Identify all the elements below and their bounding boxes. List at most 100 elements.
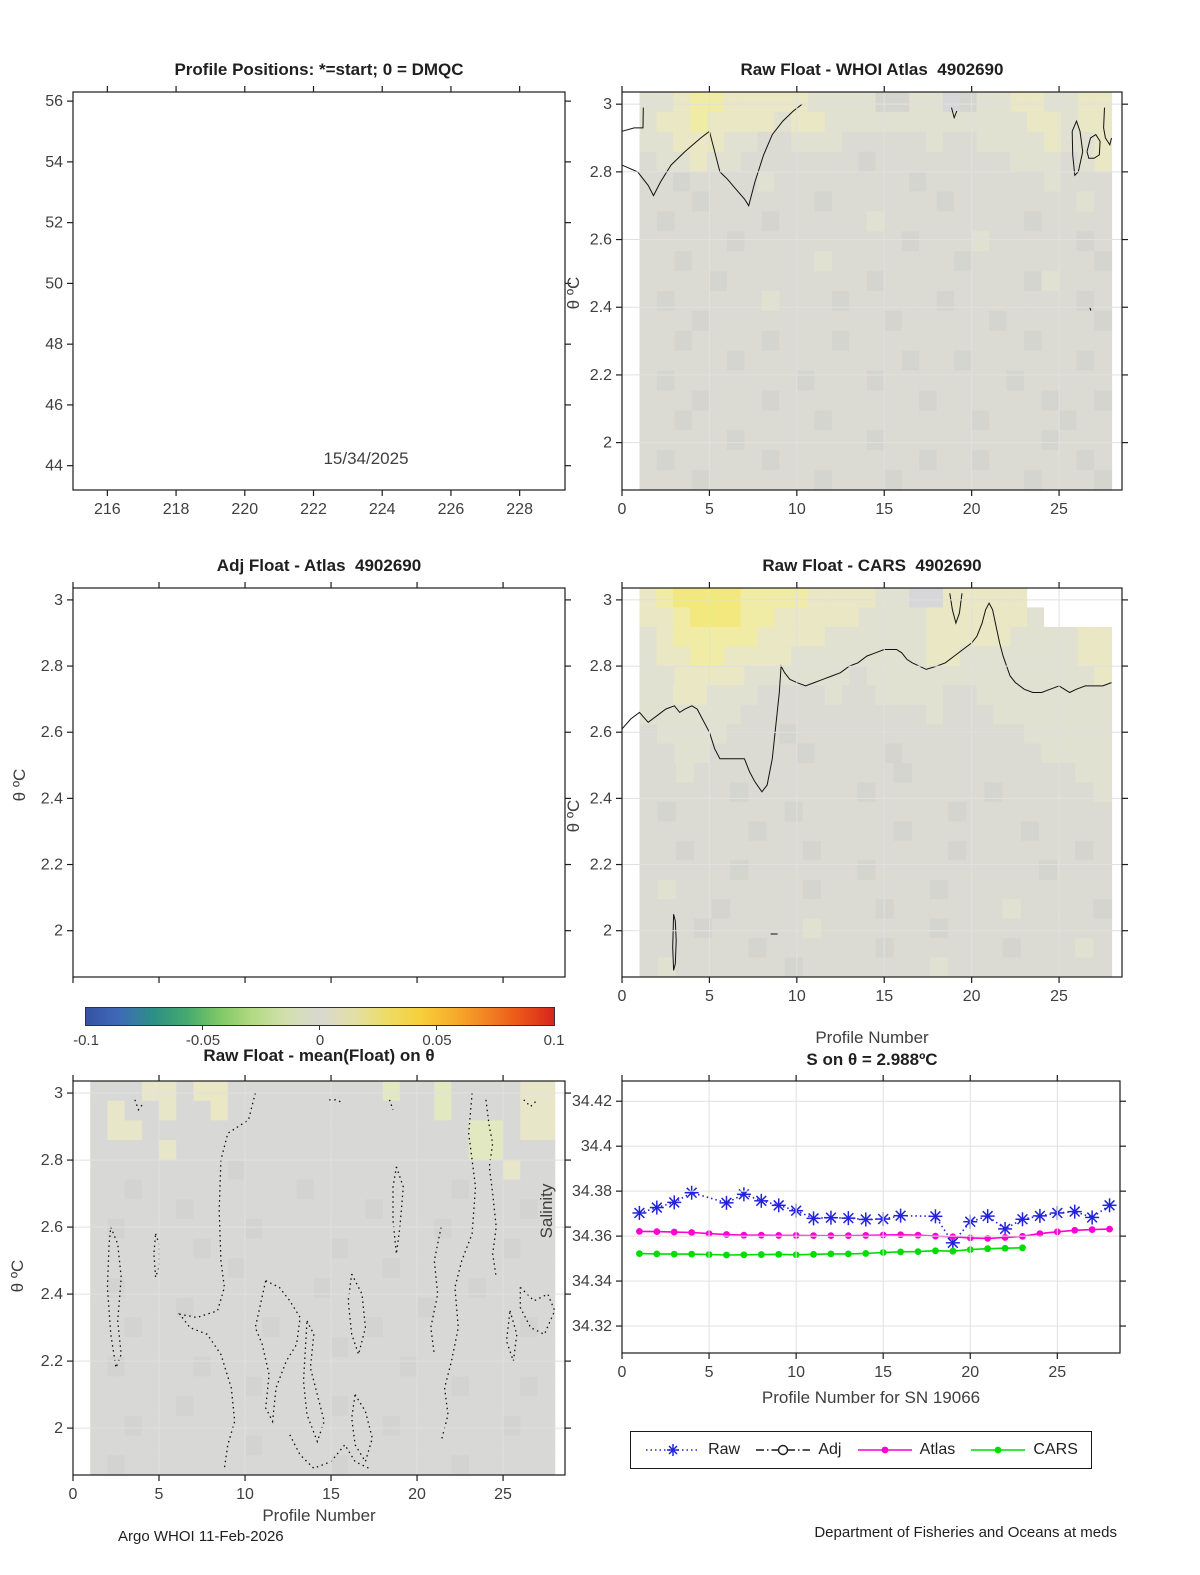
heat-cell	[331, 1337, 349, 1358]
heat-cell	[726, 470, 745, 491]
heat-cell	[791, 171, 809, 193]
heat-cell	[245, 1356, 263, 1378]
raw-marker	[667, 1195, 682, 1210]
heat-cell	[1044, 131, 1062, 153]
heat-cell	[537, 1337, 556, 1358]
heat-cell	[901, 271, 920, 292]
heat-cell	[382, 1396, 401, 1417]
heat-cell	[674, 350, 693, 372]
heat-cell	[675, 957, 695, 978]
heat-cell	[909, 151, 927, 173]
heat-cell	[892, 607, 910, 628]
heat-cell	[712, 879, 731, 900]
heat-cell	[954, 291, 973, 312]
heat-cell	[744, 251, 763, 272]
heat-cell	[451, 1337, 470, 1358]
heat-cell	[875, 879, 895, 900]
colorbar: -0.1 -0.05 0 0.05 0.1	[73, 1007, 564, 1049]
heat-cell	[740, 646, 759, 667]
heat-cell	[959, 92, 978, 113]
heat-cell	[107, 1081, 126, 1102]
heat-cell	[730, 860, 750, 881]
heat-cell	[936, 410, 955, 431]
heat-cell	[159, 1337, 177, 1358]
heat-cell	[839, 801, 858, 822]
heat-cell	[875, 860, 895, 881]
heat-cell	[1094, 450, 1113, 471]
heat-cell	[706, 111, 725, 133]
heat-cell	[227, 1120, 246, 1141]
heat-cell	[245, 1396, 263, 1417]
heat-cell	[313, 1100, 332, 1121]
heat-cell	[802, 860, 822, 881]
raw-marker	[771, 1198, 786, 1213]
heat-cell	[399, 1179, 418, 1200]
heat-cell	[210, 1356, 229, 1378]
heat-cell	[814, 310, 833, 332]
heat-cell	[159, 1297, 177, 1318]
heat-cell	[1024, 191, 1043, 212]
heat-cell	[434, 1238, 453, 1259]
heat-cell	[779, 370, 798, 392]
heat-cell	[1027, 646, 1045, 667]
y-tick-label: 46	[45, 397, 63, 414]
heat-cell	[929, 938, 949, 959]
heat-cell	[726, 390, 745, 411]
adj-ylabel: θ ºC	[10, 768, 29, 802]
heat-cell	[1006, 191, 1025, 212]
legend-sample-raw	[646, 1444, 701, 1456]
heat-cell	[434, 1376, 453, 1397]
raw-marker	[806, 1211, 821, 1226]
heat-cell	[245, 1218, 263, 1240]
heat-cell	[814, 191, 833, 212]
heat-cell	[690, 704, 708, 725]
atlas-marker	[914, 1231, 922, 1239]
heat-cell	[954, 231, 973, 252]
heat-cell	[674, 231, 693, 252]
heat-cell	[520, 1238, 539, 1259]
heat-cell	[1094, 685, 1113, 706]
heat-cell	[726, 410, 745, 431]
heat-cell	[796, 330, 815, 352]
heat-cell	[866, 251, 885, 272]
heat-cell	[784, 957, 804, 978]
heat-cell	[857, 957, 877, 978]
heat-cell	[262, 1238, 281, 1259]
heat-cell	[1076, 724, 1095, 745]
heat-cell	[520, 1435, 539, 1456]
heat-cell	[1002, 763, 1022, 784]
heat-cell	[537, 1159, 556, 1181]
heat-cell	[468, 1337, 487, 1358]
heat-cell	[417, 1258, 435, 1279]
heat-cell	[892, 92, 910, 113]
heat-cell	[1024, 370, 1043, 392]
heat-cell	[954, 350, 973, 372]
heat-cell	[227, 1199, 246, 1220]
heat-cell	[348, 1396, 367, 1417]
heat-cell	[971, 370, 990, 392]
heat-cell	[656, 743, 676, 764]
heat-cell	[262, 1199, 281, 1220]
heat-cell	[639, 607, 657, 628]
heat-cell	[245, 1199, 263, 1220]
heat-cell	[124, 1238, 143, 1259]
heat-cell	[831, 724, 850, 745]
heat-cell	[858, 151, 877, 173]
heat-cell	[744, 665, 763, 686]
heat-cell	[779, 291, 798, 312]
heat-cell	[1076, 191, 1095, 212]
heat-cell	[1020, 763, 1040, 784]
heat-cell	[723, 111, 742, 133]
heat-cell	[639, 646, 657, 667]
heat-cell	[124, 1199, 143, 1220]
heat-cell	[919, 211, 938, 232]
heat-cell	[503, 1100, 521, 1121]
heat-cell	[976, 151, 995, 173]
heat-cell	[399, 1356, 418, 1378]
heat-cell	[984, 801, 1004, 822]
heat-cell	[849, 330, 868, 352]
heat-cell	[1094, 271, 1113, 292]
heat-cell	[296, 1120, 315, 1141]
heat-cell	[1024, 330, 1043, 352]
